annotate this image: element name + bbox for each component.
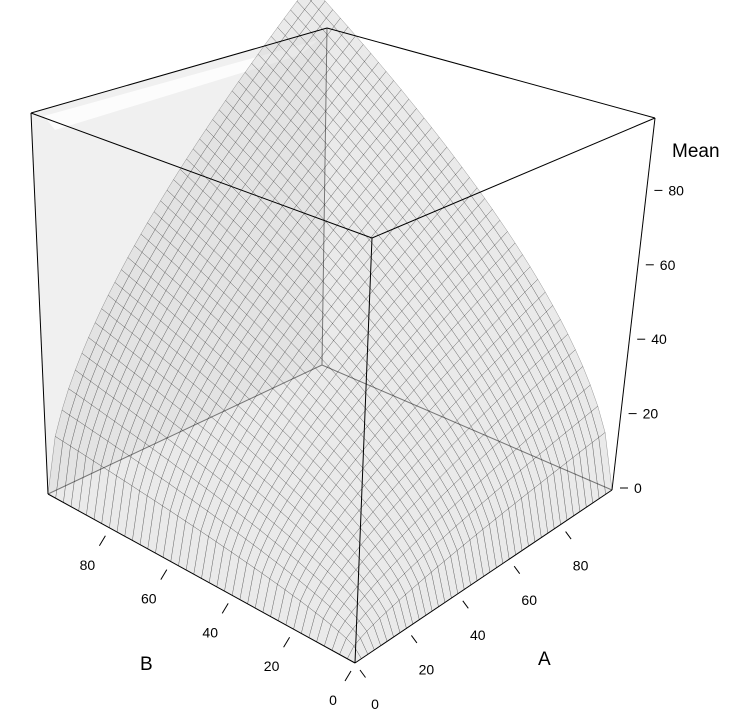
b-axis-tick bbox=[98, 535, 106, 547]
a-axis-tick-label: 40 bbox=[470, 627, 486, 643]
a-axis-tick bbox=[565, 531, 572, 540]
b-axis-tick bbox=[283, 636, 291, 648]
b-axis-tick bbox=[344, 670, 352, 682]
axes: 0 20 40 60 80 0 20 40 60 80 0 20 40 60 80 bbox=[80, 182, 685, 712]
b-axis-title: B bbox=[140, 654, 153, 675]
mean-axis-tick-label: 80 bbox=[668, 182, 684, 198]
a-axis-tick-label: 60 bbox=[521, 592, 537, 608]
a-axis-tick bbox=[410, 635, 418, 644]
b-axis-tick-label: 20 bbox=[264, 658, 280, 674]
z-axis-title: Mean bbox=[672, 141, 720, 162]
b-axis-tick bbox=[160, 569, 168, 580]
mean-axis-tick-label: 0 bbox=[634, 480, 642, 496]
box-front-edges bbox=[30, 27, 656, 664]
b-axis-tick-label: 40 bbox=[202, 624, 218, 640]
b-axis-tick bbox=[221, 603, 229, 614]
mean-axis-tick-label: 60 bbox=[660, 257, 676, 273]
a-axis-tick bbox=[359, 669, 366, 678]
mean-axis-tick-label: 40 bbox=[651, 331, 667, 347]
a-axis-tick-label: 20 bbox=[419, 661, 435, 677]
b-axis-tick-label: 80 bbox=[80, 557, 96, 573]
b-axis-tick-label: 60 bbox=[141, 591, 157, 607]
mean-axis-tick-label: 20 bbox=[643, 406, 659, 422]
b-axis-tick-label: 0 bbox=[329, 692, 337, 708]
a-axis-tick-label: 0 bbox=[371, 696, 379, 712]
surface-mesh bbox=[47, 0, 613, 664]
back-wall-highlight bbox=[44, 40, 318, 130]
a-axis-title: A bbox=[538, 649, 551, 670]
a-axis-tick bbox=[513, 565, 521, 574]
a-axis-tick-label: 80 bbox=[573, 558, 589, 574]
a-axis-tick bbox=[462, 600, 469, 609]
